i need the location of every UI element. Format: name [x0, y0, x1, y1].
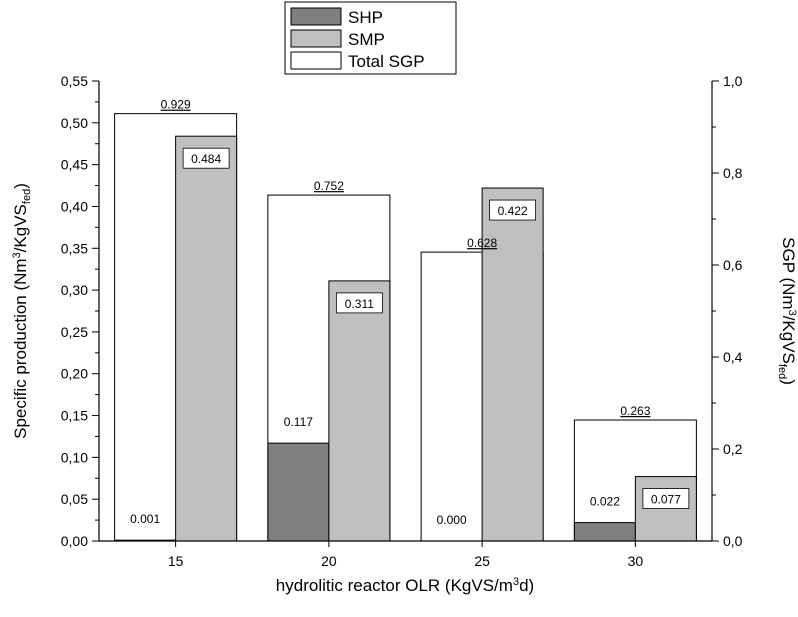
x-tick-label: 30 [628, 553, 644, 569]
label-total-sgp: 0.929 [161, 98, 191, 112]
label-shp: 0.117 [284, 415, 313, 429]
legend-swatch-smp [290, 29, 342, 48]
left-tick-label: 0,50 [61, 115, 88, 131]
x-tick-label: 15 [168, 553, 184, 569]
right-tick-label: 0,2 [723, 441, 743, 457]
legend-label-total-sgp: Total SGP [348, 52, 425, 71]
left-tick-label: 0,25 [61, 324, 88, 340]
left-tick-label: 0,05 [61, 491, 88, 507]
y-axis-right-title: SGP (Nm3/KgVSfed) [776, 237, 798, 385]
x-axis-title: hydrolitic reactor OLR (KgVS/m3d) [276, 576, 534, 595]
left-tick-label: 0,45 [61, 157, 88, 173]
left-tick-label: 0,00 [61, 533, 88, 549]
label-smp-box [182, 147, 230, 169]
legend-label-smp: SMP [348, 30, 385, 49]
left-tick-label: 0,10 [61, 449, 88, 465]
label-smp-box [335, 292, 383, 314]
bar-shp [573, 522, 636, 542]
bar-smp [328, 280, 391, 542]
label-smp: 0.077 [651, 493, 681, 507]
right-tick-label: 0,4 [723, 349, 743, 365]
label-smp: 0.422 [498, 204, 528, 218]
data-labels: 0.929 0.001 0.484 0.752 0.117 0.311 0.628 0.000… [130, 98, 690, 527]
label-shp: 0.022 [590, 495, 620, 509]
left-tick-label: 0,40 [61, 198, 88, 214]
right-tick-label: 0,8 [723, 165, 743, 181]
x-tick-label: 20 [321, 553, 337, 569]
label-smp: 0.484 [191, 152, 221, 166]
x-tick-label: 25 [474, 553, 490, 569]
y-axis-title: Specific production (Nm3/KgVSfed) [11, 183, 33, 439]
legend-label-shp: SHP [348, 8, 383, 27]
label-total-sgp: 0.752 [314, 179, 344, 193]
legend-swatch-total-sgp [290, 51, 342, 70]
bar-smp [481, 187, 544, 542]
left-tick-label: 0,20 [61, 366, 88, 382]
label-smp-box [642, 488, 690, 510]
label-smp: 0.311 [345, 297, 374, 311]
bar-smp [175, 135, 238, 542]
right-tick-label: 1,0 [723, 73, 743, 89]
left-tick-label: 0,35 [61, 240, 88, 256]
production-bars [114, 135, 697, 542]
legend-swatch-shp [290, 7, 342, 26]
x-axis-ticks: 15 20 25 30 [168, 541, 644, 569]
bar-shp [267, 442, 330, 542]
right-axis-ticks: 0,0 0,2 0,4 0,6 0,8 1,0 [712, 73, 743, 549]
right-tick-label: 0,0 [723, 533, 743, 549]
label-shp: 0.000 [437, 513, 467, 527]
left-tick-label: 0,55 [61, 73, 88, 89]
legend: SHP SMP Total SGP [284, 1, 457, 75]
left-axis-ticks: 0,00 0,05 0,10 0,15 0,20 0,25 0,30 0,35 0,40 0,45… [61, 73, 99, 549]
label-total-sgp: 0.263 [620, 404, 650, 418]
left-tick-label: 0,15 [61, 408, 88, 424]
label-shp: 0.001 [130, 512, 160, 526]
left-tick-label: 0,30 [61, 282, 88, 298]
right-tick-label: 0,6 [723, 257, 743, 273]
label-smp-box [489, 199, 537, 221]
label-total-sgp: 0.628 [467, 236, 497, 250]
